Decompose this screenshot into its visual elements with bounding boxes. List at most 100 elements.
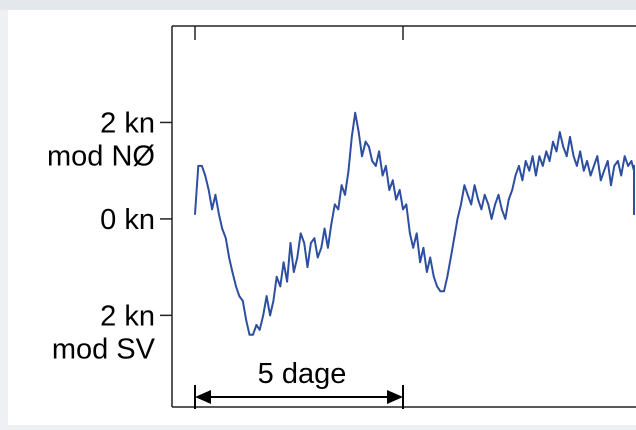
data-point: [275, 275, 278, 278]
window-frame: [0, 0, 636, 10]
data-point: [480, 208, 483, 211]
data-point: [330, 222, 333, 225]
data-point: [419, 261, 421, 264]
data-point: [603, 169, 605, 172]
data-point: [477, 198, 479, 201]
data-point: [569, 136, 571, 138]
data-point: [599, 179, 602, 182]
data-point: [238, 295, 241, 297]
data-point: [524, 160, 527, 162]
data-point: [354, 111, 357, 114]
data-point: [633, 165, 635, 167]
data-point: [252, 333, 254, 336]
data-point: [633, 174, 635, 177]
data-point: [504, 218, 507, 220]
data-point: [432, 275, 435, 278]
data-point: [565, 155, 568, 158]
data-point: [344, 193, 346, 196]
data-point: [357, 131, 360, 134]
data-point: [279, 285, 282, 288]
data-point: [610, 184, 612, 187]
data-point: [552, 140, 554, 143]
data-point: [623, 155, 626, 158]
data-point: [333, 203, 336, 206]
data-point: [490, 218, 493, 220]
data-point: [589, 174, 592, 177]
data-point: [395, 198, 397, 201]
data-point: [289, 242, 292, 244]
data-point: [272, 300, 275, 302]
y-tick-label-0-0: 2 kn: [100, 107, 155, 139]
data-point: [218, 213, 220, 216]
data-point: [535, 174, 537, 177]
data-point: [538, 155, 541, 158]
data-point: [562, 145, 565, 148]
data-point: [518, 165, 520, 167]
data-point: [555, 150, 558, 153]
data-point: [269, 314, 271, 317]
data-point: [633, 179, 635, 182]
series-layer: [194, 111, 635, 336]
data-point: [613, 165, 616, 167]
data-point: [378, 150, 380, 153]
span-arrowhead-left: [195, 390, 211, 404]
data-point: [388, 189, 391, 191]
data-point: [224, 237, 227, 240]
data-point: [633, 198, 635, 201]
data-point: [446, 275, 449, 278]
data-point: [258, 328, 261, 331]
data-point: [204, 174, 207, 177]
data-point: [197, 165, 200, 167]
data-point: [500, 208, 503, 211]
data-point: [541, 165, 544, 167]
data-point: [241, 300, 244, 302]
data-point: [460, 203, 462, 206]
data-point: [470, 203, 473, 206]
data-point: [528, 169, 531, 172]
data-point: [633, 213, 635, 216]
data-point: [235, 285, 237, 288]
data-point: [497, 193, 500, 196]
data-point: [633, 193, 635, 196]
data-point: [327, 246, 329, 249]
data-point: [473, 184, 476, 187]
data-point: [426, 271, 428, 273]
data-point: [385, 165, 387, 167]
data-point: [409, 232, 411, 235]
data-point: [292, 271, 295, 273]
data-point: [310, 242, 312, 244]
data-point: [606, 160, 609, 162]
data-point: [265, 295, 268, 297]
plot-panel: [8, 10, 636, 425]
data-point: [299, 232, 302, 235]
data-point: [282, 261, 285, 264]
data-point: [262, 314, 265, 317]
data-point: [521, 179, 524, 182]
data-point: [633, 203, 635, 206]
data-point: [381, 174, 384, 177]
data-point: [511, 189, 514, 191]
data-point: [545, 150, 548, 153]
data-point: [391, 179, 394, 182]
data-point: [350, 136, 353, 138]
data-point: [439, 290, 442, 293]
data-point: [361, 155, 363, 158]
data-point: [248, 333, 251, 336]
data-point: [371, 160, 374, 162]
data-point: [483, 193, 486, 196]
data-point: [449, 256, 452, 259]
data-point: [627, 165, 629, 167]
data-point: [494, 203, 496, 206]
data-point: [214, 193, 217, 196]
data-point: [487, 203, 490, 206]
span-arrowhead-right: [387, 390, 403, 404]
data-point: [443, 290, 445, 293]
data-point: [207, 189, 210, 191]
data-point: [320, 246, 323, 249]
data-point: [456, 218, 459, 220]
data-point: [364, 140, 367, 143]
plot-frame: [171, 25, 636, 408]
data-point: [398, 189, 401, 191]
data-point: [531, 155, 534, 158]
